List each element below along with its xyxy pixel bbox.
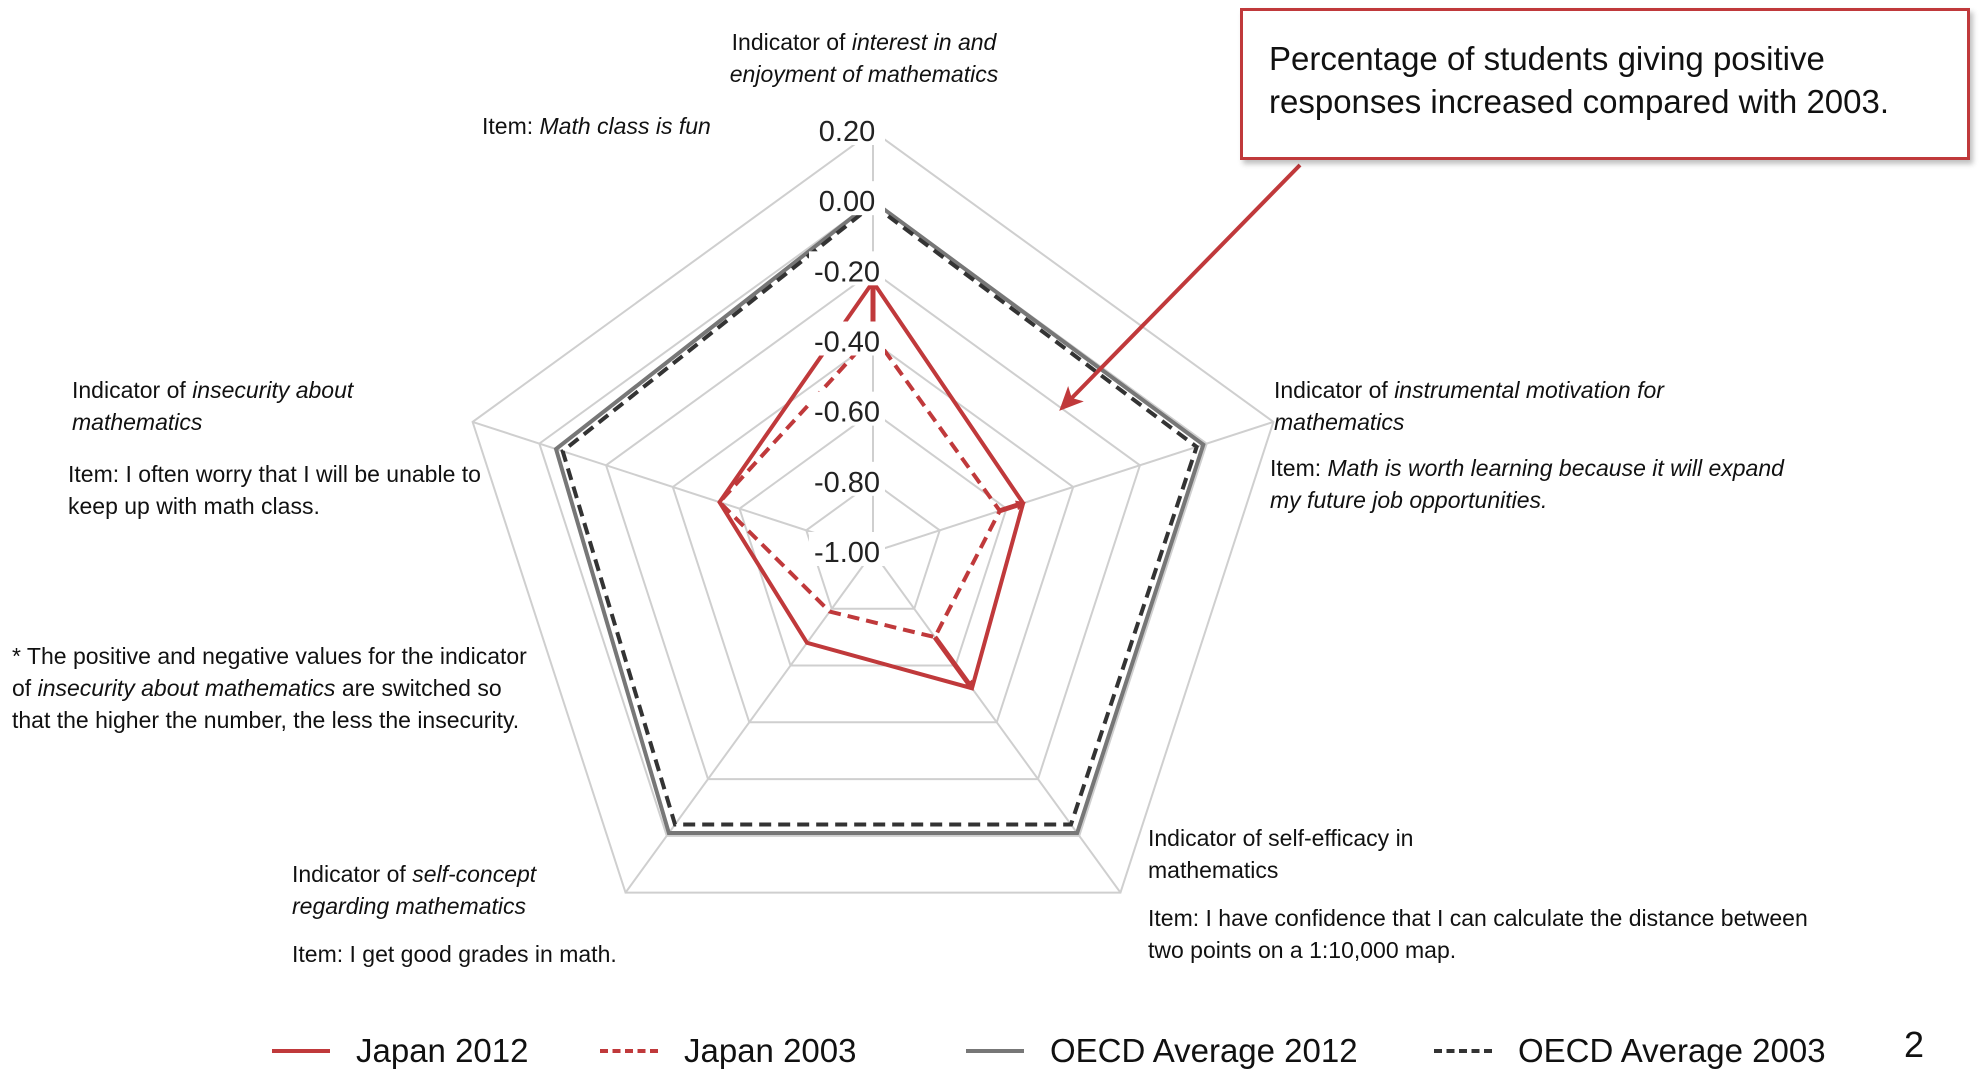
- legend-swatch: [272, 1049, 330, 1053]
- grid-ring: [671, 340, 1075, 724]
- legend-label: OECD Average 2003: [1518, 1032, 1826, 1069]
- footnote-italic: insecurity about mathematics: [37, 675, 336, 701]
- axis-item-self-efficacy: Item: I have confidence that I can calcu…: [1148, 902, 1848, 966]
- callout-pointer-arrow: [1059, 163, 1302, 411]
- item-text: I have confidence that I can calculate t…: [1148, 905, 1808, 963]
- indicator-prefix: Indicator of: [72, 377, 193, 403]
- item-prefix: Item:: [292, 941, 350, 967]
- tick-label: -0.80: [814, 467, 880, 499]
- radial-tick-labels: 0.20 0.00 -0.20 -0.40 -0.60 -0.80 -1.00: [809, 111, 885, 569]
- page-number: 2: [1904, 1024, 1925, 1065]
- indicator-name: self-concept regarding mathematics: [292, 861, 537, 919]
- item-text: Math is worth learning because it will e…: [1270, 455, 1784, 513]
- legend-label: Japan 2003: [684, 1032, 857, 1069]
- item-text: I often worry that I will be unable to k…: [68, 461, 481, 519]
- item-prefix: Item:: [1270, 455, 1328, 481]
- grid-spoke: [872, 551, 1122, 894]
- indicator-name: instrumental motivation for mathematics: [1274, 377, 1664, 435]
- grid-ring: [471, 129, 1275, 894]
- grid-spoke: [472, 420, 874, 553]
- grid-spoke: [624, 551, 874, 894]
- axis-label-instrumental: Indicator of instrumental motivation for…: [1274, 374, 1794, 438]
- indicator-name: interest in and enjoyment of mathematics: [729, 29, 999, 87]
- indicator-prefix: Indicator of self-efficacy in mathematic…: [1148, 825, 1414, 883]
- indicator-name: insecurity about mathematics: [72, 377, 354, 435]
- footnote-text: * The positive and negative values for t…: [12, 643, 527, 701]
- legend-item-japan-2012: Japan 2012: [272, 1032, 529, 1070]
- radar-grid: [471, 129, 1275, 894]
- legend-item-oecd-2012: OECD Average 2012: [966, 1032, 1358, 1070]
- series-line-japan-2003: [716, 331, 1003, 640]
- axis-item-self-concept: Item: I get good grades in math.: [292, 938, 792, 970]
- indicator-prefix: Indicator of: [1274, 377, 1395, 403]
- tick-label: -0.40: [814, 327, 880, 359]
- callout-text: Percentage of students giving positive r…: [1269, 40, 1890, 120]
- legend: Japan 2012 Japan 2003 OECD Average 2012 …: [0, 1032, 1983, 1072]
- item-text: Math class is fun: [539, 113, 711, 139]
- axis-label-self-efficacy: Indicator of self-efficacy in mathematic…: [1148, 822, 1478, 886]
- axis-item-insecurity: Item: I often worry that I will be unabl…: [68, 458, 498, 522]
- tick-label: 0.20: [819, 116, 875, 148]
- tick-label: -0.20: [814, 256, 880, 288]
- series-line-oecd-average-2012: [553, 198, 1206, 835]
- tick-label-bg: [809, 111, 885, 145]
- grid-ring: [604, 270, 1142, 781]
- legend-item-oecd-2003: OECD Average 2003: [1434, 1032, 1826, 1070]
- change-arrow: [932, 635, 975, 691]
- legend-item-japan-2003: Japan 2003: [600, 1032, 857, 1070]
- footnote-text-end: are switched so that the higher the numb…: [12, 675, 520, 733]
- legend-swatch: [1434, 1049, 1492, 1053]
- tick-label-bg: [809, 391, 885, 426]
- callout-box: Percentage of students giving positive r…: [1240, 8, 1970, 160]
- item-prefix: Item:: [1148, 905, 1206, 931]
- series-line-japan-2012: [717, 278, 1026, 691]
- tick-label: -0.60: [814, 397, 880, 429]
- axis-item-interest: Item: Math class is fun: [482, 110, 711, 142]
- indicator-prefix: Indicator of: [731, 29, 852, 55]
- item-text: I get good grades in math.: [349, 941, 617, 967]
- tick-label-bg: [809, 181, 885, 216]
- series-line-oecd-average-2003: [560, 202, 1200, 827]
- tick-label-bg: [809, 321, 885, 356]
- indicator-prefix: Indicator of: [292, 861, 413, 887]
- radar-series: [553, 198, 1206, 835]
- tick-label-bg: [809, 461, 885, 496]
- change-arrow: [999, 500, 1027, 514]
- grid-spoke: [872, 420, 1274, 553]
- axis-item-instrumental: Item: Math is worth learning because it …: [1270, 452, 1790, 516]
- footnote: * The positive and negative values for t…: [12, 640, 532, 736]
- grid-ring: [805, 480, 941, 610]
- axis-label-self-concept: Indicator of self-concept regarding math…: [292, 858, 622, 922]
- tick-label-bg: [809, 251, 885, 286]
- tick-label: -1.00: [814, 537, 880, 569]
- item-prefix: Item:: [68, 461, 126, 487]
- legend-label: Japan 2012: [356, 1032, 529, 1069]
- tick-label-bg: [809, 532, 885, 566]
- tick-label: 0.00: [819, 186, 875, 218]
- legend-swatch: [966, 1049, 1024, 1053]
- legend-label: OECD Average 2012: [1050, 1032, 1358, 1069]
- item-prefix: Item:: [482, 113, 540, 139]
- axis-label-insecurity: Indicator of insecurity about mathematic…: [72, 374, 432, 438]
- grid-ring: [538, 199, 1208, 837]
- axis-label-interest: Indicator of interest in and enjoyment o…: [694, 26, 1034, 90]
- legend-swatch: [600, 1049, 658, 1053]
